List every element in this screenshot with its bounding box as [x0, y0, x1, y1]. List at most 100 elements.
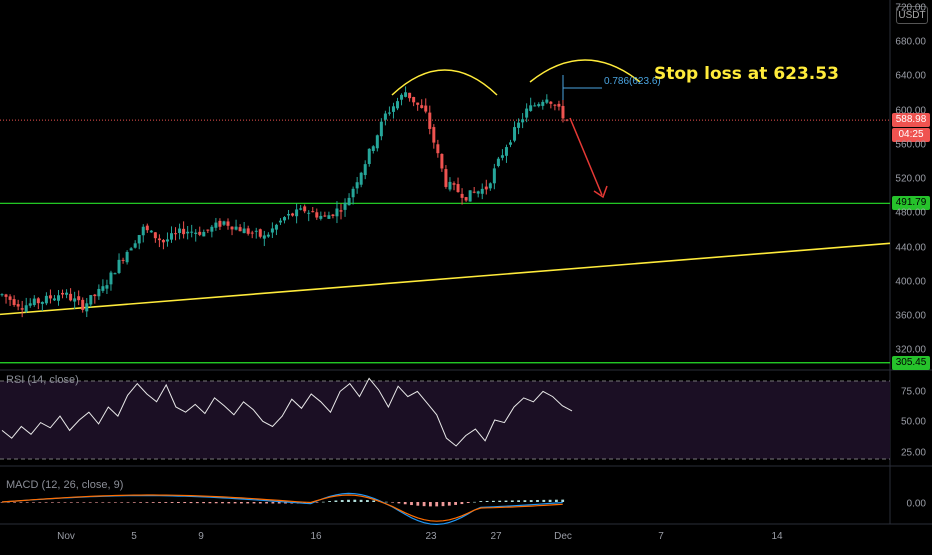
macd-histogram-bar: [252, 502, 256, 504]
candle-body: [387, 112, 391, 114]
macd-histogram-bar: [328, 501, 331, 502]
macd-histogram-bar: [548, 499, 552, 502]
y-tick-label: 480.00: [895, 207, 926, 219]
candle-body: [323, 215, 327, 217]
rsi-tick-label: 50.00: [900, 416, 926, 428]
candle-body: [299, 208, 303, 210]
candle-body: [347, 197, 351, 206]
macd-histogram-bar: [485, 500, 489, 502]
macd-histogram-bar: [441, 502, 445, 507]
macd-histogram-bar: [151, 502, 155, 503]
candle-body: [283, 217, 286, 221]
candle-body: [270, 228, 274, 233]
rsi-band: [0, 381, 890, 459]
y-tick-label: 560.00: [895, 139, 926, 151]
candle-body: [218, 220, 222, 227]
macd-histogram-bar: [63, 502, 67, 503]
candle-body: [266, 234, 270, 237]
candle-body: [109, 272, 113, 285]
price-label-badge: 588.98: [892, 113, 930, 128]
macd-histogram-bar: [397, 502, 401, 504]
candle-body: [274, 224, 278, 230]
macd-histogram-bar: [82, 502, 86, 503]
y-tick-label: 400.00: [895, 276, 926, 288]
candle-body: [331, 214, 335, 216]
candle-body: [541, 101, 545, 106]
candle-body: [44, 295, 48, 304]
target-arrow-head: [593, 185, 608, 199]
candle-body: [557, 103, 561, 107]
macd-histogram-bar: [227, 502, 231, 504]
macd-histogram-bar: [6, 502, 10, 503]
rsi-tick-label: 25.00: [900, 447, 926, 459]
macd-histogram-bar: [353, 499, 357, 502]
macd-histogram-bar: [523, 500, 527, 502]
candle-body: [202, 231, 206, 237]
candle-body: [186, 231, 190, 234]
macd-histogram-bar: [189, 502, 193, 504]
macd-histogram-bar: [529, 500, 533, 502]
macd-histogram-bar: [403, 502, 407, 505]
macd-histogram-bar: [233, 502, 237, 504]
candle-body: [254, 230, 258, 232]
candle-body: [335, 208, 339, 217]
macd-histogram-bar: [384, 501, 388, 503]
candle-body: [28, 303, 32, 306]
candle-body: [383, 113, 387, 120]
rsi-tick-label: 75.00: [900, 386, 926, 398]
candle-body: [549, 101, 553, 104]
x-tick-label: Nov: [57, 531, 75, 542]
candle-body: [367, 148, 371, 164]
macd-histogram-bar: [221, 502, 224, 504]
candle-body: [517, 122, 521, 128]
macd-histogram-bar: [542, 499, 546, 502]
macd-histogram-bar: [132, 502, 136, 503]
macd-histogram-bar: [284, 502, 287, 504]
macd-histogram-bar: [13, 502, 16, 503]
candle-body: [492, 168, 496, 184]
macd-histogram-bar: [0, 502, 4, 503]
candle-body: [432, 127, 436, 143]
candle-body: [468, 190, 472, 202]
target-arrow: [569, 117, 603, 196]
candle-body: [85, 303, 89, 312]
x-tick-label: 5: [131, 531, 137, 542]
macd-histogram-bar: [536, 499, 539, 502]
candle-body: [153, 232, 157, 239]
head-arc: [529, 59, 641, 83]
candle-body: [0, 294, 4, 296]
y-tick-label: 640.00: [895, 70, 926, 82]
x-tick-label: 16: [310, 531, 322, 542]
x-tick-label: 14: [771, 531, 783, 542]
candle-body: [262, 235, 266, 239]
candle-body: [464, 197, 468, 201]
candle-body: [351, 188, 355, 198]
macd-histogram-bar: [114, 502, 117, 503]
y-tick-label: 520.00: [895, 173, 926, 185]
candle-body: [97, 288, 101, 297]
candle-body: [307, 212, 311, 214]
macd-histogram-bar: [416, 502, 420, 506]
candle-body: [165, 239, 169, 242]
macd-histogram-bar: [315, 502, 319, 503]
candle-body: [311, 211, 315, 213]
macd-histogram-bar: [347, 499, 350, 502]
candle-body: [391, 106, 395, 112]
candle-body: [327, 215, 331, 219]
candle-body: [198, 231, 202, 235]
currency-button[interactable]: USDT: [896, 6, 928, 24]
candle-body: [408, 92, 412, 99]
price-label-badge: 491.79: [892, 196, 930, 211]
macd-histogram-bar: [510, 500, 514, 502]
candle-body: [339, 210, 343, 212]
candle-body: [222, 221, 226, 225]
macd-histogram-bar: [32, 502, 35, 503]
x-tick-label: Dec: [554, 531, 572, 542]
candle-body: [174, 233, 178, 235]
y-tick-label: 720.00: [895, 2, 926, 14]
macd-histogram-bar: [258, 502, 262, 504]
candle-body: [363, 164, 367, 176]
candle-body: [48, 295, 52, 299]
